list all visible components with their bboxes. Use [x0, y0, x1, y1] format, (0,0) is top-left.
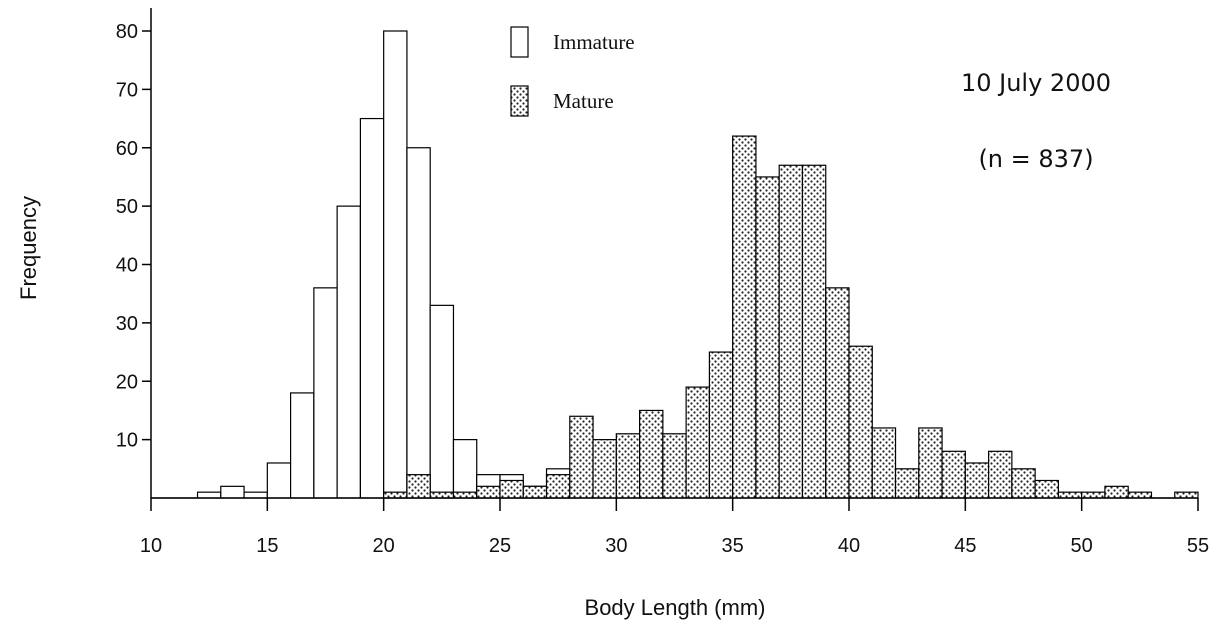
immature-bar [383, 30, 408, 499]
mature-bar [732, 135, 757, 499]
mature-bar [1174, 491, 1199, 499]
mature-bar [801, 164, 827, 499]
y-tick-label: 50 [116, 196, 138, 218]
x-tick-label: 25 [489, 535, 511, 557]
immature-bar [243, 491, 268, 499]
mature-bar [1127, 491, 1153, 499]
x-tick-label: 35 [722, 535, 744, 557]
legend-label-mature: Mature [553, 89, 614, 113]
mature-bar [545, 474, 571, 499]
immature-bar [220, 485, 245, 499]
mature-bar [825, 287, 850, 499]
legend: Immature Mature [510, 26, 635, 117]
mature-bar [848, 345, 873, 499]
immature-bar [452, 439, 478, 499]
mature-bar [499, 479, 524, 499]
legend-swatch-immature [510, 26, 529, 58]
mature-bar [638, 409, 664, 499]
y-tick-label: 10 [116, 430, 138, 452]
y-tick-label: 40 [116, 255, 138, 277]
mature-bar [383, 491, 408, 499]
mature-bar [941, 450, 966, 499]
immature-bar [313, 287, 338, 499]
mature-bar [987, 450, 1013, 499]
immature-bar [266, 462, 292, 499]
mature-bar [964, 462, 990, 499]
x-tick-label: 10 [140, 535, 162, 557]
legend-swatch-mature [510, 85, 529, 117]
mature-bar [662, 433, 687, 499]
mature-bar [569, 415, 594, 499]
mature-bar [1104, 485, 1129, 499]
mature-bar [1011, 468, 1036, 499]
mature-bar [476, 485, 501, 499]
mature-bars [383, 135, 1199, 499]
x-axis-title: Body Length (mm) [585, 595, 766, 620]
mature-bar [918, 427, 943, 499]
date-annotation: 10 July 2000 [961, 69, 1111, 97]
mature-bar [406, 474, 431, 499]
mature-bar [522, 485, 548, 499]
x-tick-label: 45 [954, 535, 976, 557]
mature-bar [1034, 479, 1059, 499]
mature-bar [708, 351, 734, 499]
immature-bar [429, 304, 455, 499]
mature-bar [1057, 491, 1083, 499]
mature-bar [871, 427, 897, 499]
mature-bar [592, 439, 617, 499]
y-tick-label: 70 [116, 79, 138, 101]
x-tick-label: 20 [373, 535, 395, 557]
mature-bar [755, 176, 780, 499]
immature-bar [196, 491, 222, 499]
sample-size-annotation: (n = 837) [978, 145, 1093, 173]
mature-bar [894, 468, 920, 499]
y-tick-label: 30 [116, 313, 138, 335]
immature-bar [359, 117, 385, 499]
immature-bar [290, 392, 315, 499]
x-tick-label: 50 [1071, 535, 1093, 557]
x-tick-label: 40 [838, 535, 860, 557]
immature-bars [151, 30, 571, 499]
y-ticks: 10 20 30 40 50 60 70 80 [116, 21, 151, 452]
x-ticks: 10 15 20 25 30 35 40 45 50 55 [140, 498, 1209, 557]
immature-bar [336, 205, 361, 499]
y-tick-label: 80 [116, 21, 138, 43]
y-axis-title: Frequency [16, 196, 41, 300]
y-tick-label: 60 [116, 138, 138, 160]
y-tick-label: 20 [116, 371, 138, 393]
x-tick-label: 30 [605, 535, 627, 557]
mature-bar [615, 433, 641, 499]
mature-bar [778, 164, 804, 499]
mature-bar [429, 491, 455, 499]
mature-bar [685, 386, 711, 499]
mature-bar [452, 491, 478, 499]
x-tick-label: 15 [256, 535, 278, 557]
legend-label-immature: Immature [553, 30, 635, 54]
mature-bar [1081, 491, 1106, 499]
immature-bar [406, 147, 431, 499]
x-tick-label: 55 [1187, 535, 1209, 557]
